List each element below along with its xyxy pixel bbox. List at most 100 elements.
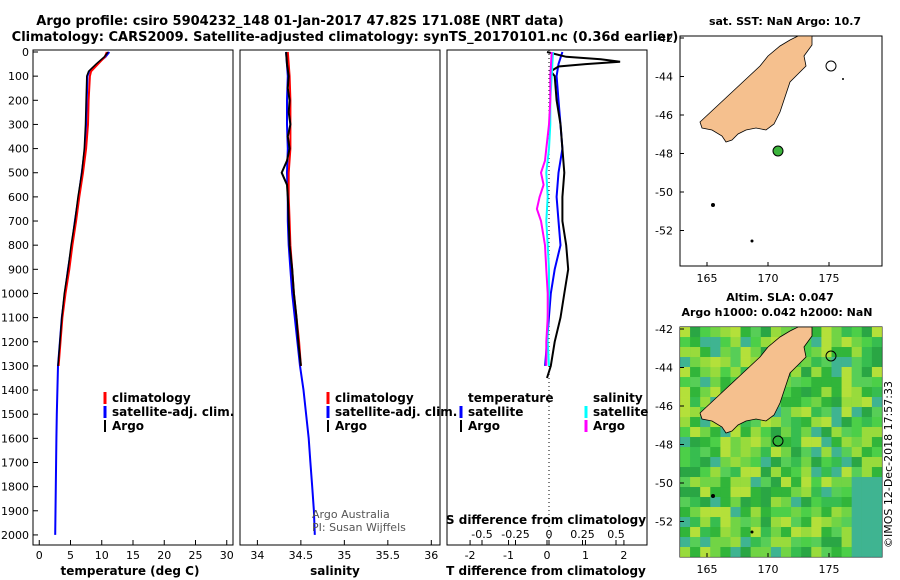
sla-cell — [851, 547, 862, 558]
sla-cell — [710, 497, 721, 508]
sla-cell — [720, 437, 731, 448]
sla-cell — [700, 457, 711, 468]
sla-cell — [740, 477, 751, 488]
sla-cell — [821, 377, 832, 388]
sla-cell — [690, 467, 701, 478]
sla-cell — [791, 497, 802, 508]
float-position-marker — [772, 145, 784, 157]
sla-cell — [710, 327, 721, 338]
sla-cell — [680, 427, 691, 438]
sla-cell — [690, 527, 701, 538]
sla-cell — [680, 367, 691, 378]
sla-cell — [740, 357, 751, 368]
sla-cell — [720, 517, 731, 528]
sla-cell — [861, 447, 872, 458]
sla-cell — [760, 447, 771, 458]
sla-cell — [841, 397, 852, 408]
sla-cell — [841, 547, 852, 558]
new-zealand-land-sla — [699, 326, 813, 434]
sla-cell — [730, 517, 741, 528]
sla-cell — [871, 347, 883, 358]
sla-cell — [750, 497, 761, 508]
x-tick-label: 35 — [337, 549, 351, 562]
sla-map-title1: Altim. SLA: 0.047 — [726, 291, 833, 304]
sla-cell — [740, 487, 751, 498]
sla-cell — [760, 437, 771, 448]
sla-cell — [740, 327, 751, 338]
temperature-series — [54, 51, 111, 535]
sla-cell — [760, 427, 771, 438]
sla-cell — [730, 427, 741, 438]
sla-cell — [801, 377, 812, 388]
sla-cell — [760, 487, 771, 498]
sla-cell — [851, 487, 862, 498]
sla-cell — [871, 517, 883, 528]
sla-cell — [750, 507, 761, 518]
sla-cell — [781, 407, 792, 418]
sla-cell — [680, 467, 691, 478]
sla-cell — [861, 427, 872, 438]
legend-t-satellite-label: satellite — [468, 405, 523, 419]
sla-cell — [851, 357, 862, 368]
sla-cell — [811, 427, 822, 438]
x-tick-label: -0.5 — [471, 528, 492, 541]
depth-tick-label: 900 — [8, 263, 29, 276]
sla-cell — [690, 327, 701, 338]
legend-argo-label: Argo — [112, 419, 144, 433]
sla-cell — [750, 437, 761, 448]
lat-tick-label: -50 — [655, 186, 673, 199]
sla-cell — [831, 397, 842, 408]
sla-cell — [770, 437, 782, 448]
x-tick-label: 36 — [424, 549, 438, 562]
sla-cell — [841, 407, 852, 418]
sla-cell — [700, 527, 711, 538]
sla-cell — [811, 367, 822, 378]
legend-climatology-label: climatology — [112, 391, 191, 405]
climatology-temperature-line — [57, 51, 108, 366]
sla-cell — [720, 507, 731, 518]
difference-legend: temperature satellite Argo salinity sate… — [459, 391, 648, 433]
sla-cell — [821, 367, 832, 378]
sla-cell — [740, 447, 751, 458]
sla-cell — [750, 347, 761, 358]
sla-cell — [831, 407, 842, 418]
sla-cell — [801, 487, 812, 498]
x-tick-label: 34 — [250, 549, 264, 562]
sla-cell — [851, 397, 862, 408]
sla-cell — [801, 497, 812, 508]
x-tick-label: 30 — [220, 549, 234, 562]
x-tick-label: -1 — [503, 549, 514, 562]
sla-cell — [791, 437, 802, 448]
sla-cell — [690, 547, 701, 558]
sla-cell — [700, 347, 711, 358]
sla-cell — [841, 427, 852, 438]
sla-cell — [831, 527, 842, 538]
sla-cell — [861, 507, 872, 518]
depth-tick-label: 500 — [8, 167, 29, 180]
sla-cell — [770, 407, 782, 418]
sla-cell — [720, 367, 731, 378]
sla-cell — [831, 417, 842, 428]
sla-cell — [680, 547, 691, 558]
sla-cell — [821, 397, 832, 408]
satellite-salinity-line — [285, 51, 316, 535]
sla-cell — [821, 437, 832, 448]
sla-cell — [801, 517, 812, 528]
sla-cell — [680, 537, 691, 548]
sla-cell — [760, 537, 771, 548]
sla-cell — [851, 407, 862, 418]
sla-cell — [871, 327, 883, 338]
legend-s-argo-label: Argo — [593, 419, 625, 433]
sla-cell — [801, 547, 812, 558]
sla-cell — [841, 357, 852, 368]
sla-cell — [861, 407, 872, 418]
sla-cell — [821, 517, 832, 528]
sla-cell — [700, 437, 711, 448]
x-tick-label: 0 — [36, 549, 43, 562]
legend-argo-label: Argo — [335, 419, 367, 433]
sla-cell — [680, 417, 691, 428]
auckland-islands-sla — [711, 494, 715, 498]
sla-cell — [831, 457, 842, 468]
sla-cell — [760, 327, 771, 338]
sla-cell — [861, 387, 872, 398]
